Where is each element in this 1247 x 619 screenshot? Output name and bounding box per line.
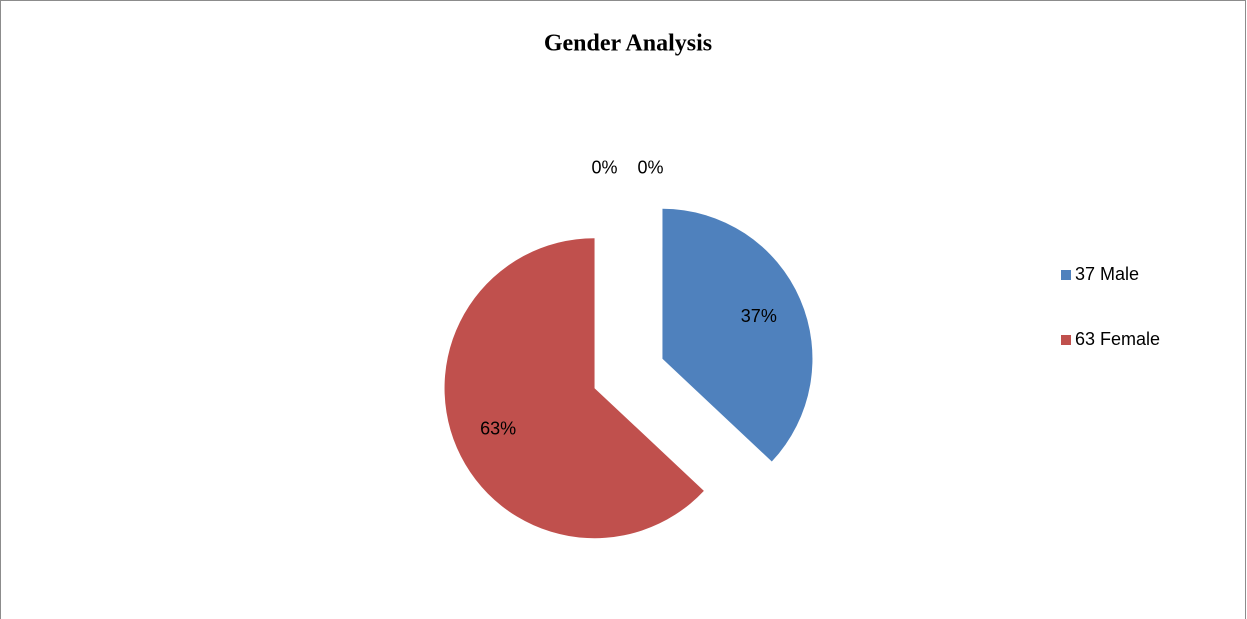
data-label: 63% — [480, 419, 516, 439]
pie-slice — [444, 238, 704, 539]
data-label: 0% — [637, 157, 663, 177]
data-label: 0% — [591, 157, 617, 177]
legend-label: 63 Female — [1075, 329, 1160, 349]
chart-title: Gender Analysis — [544, 31, 712, 57]
legend-swatch — [1061, 270, 1071, 280]
pie-slice — [662, 208, 813, 462]
data-label: 37% — [741, 306, 777, 326]
legend-label: 37 Male — [1075, 264, 1139, 284]
legend-swatch — [1061, 335, 1071, 345]
